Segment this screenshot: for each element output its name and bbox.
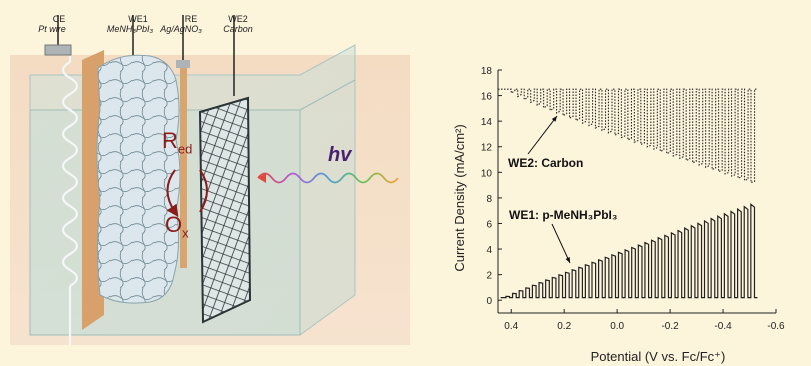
x-tick-label: -0.6	[767, 321, 785, 332]
label-re-material: Ag/AgNO₃	[160, 24, 202, 34]
annotation-we1: WE1: p-MeNH₃PbI₃	[509, 208, 618, 222]
y-tick-label: 8	[486, 194, 492, 205]
redox-red-main: R	[162, 128, 178, 153]
light-label: hv	[328, 144, 352, 166]
label-we1: WE1 MeNH₃PbI₃	[95, 14, 165, 34]
electrochemical-cell-illustration	[10, 15, 410, 345]
ce-clamp	[44, 44, 72, 56]
label-ce-code: CE	[52, 14, 66, 24]
y-tick-label: 2	[486, 271, 492, 282]
label-we1-material: MeNH₃PbI₃	[106, 24, 154, 34]
chart-ylabel: Current Density (mA/cm²)	[452, 124, 467, 271]
redox-arrow-left	[166, 169, 179, 217]
pt-wire-coil	[61, 56, 79, 345]
label-ce: CE Pt wire	[38, 14, 70, 34]
x-tick-label: 0.0	[610, 321, 624, 332]
chart-background	[420, 55, 811, 366]
chart-xlabel: Potential (V vs. Fc/Fc⁺)	[591, 349, 726, 364]
annotation-we2-arrow	[527, 115, 558, 155]
y-tick-label: 0	[486, 296, 492, 307]
light-arrowhead	[258, 173, 266, 183]
y-tick-label: 10	[481, 168, 493, 179]
redox-ox-label: Ox	[165, 212, 189, 240]
annotation-we1-arrow	[551, 223, 571, 264]
redox-red-sub: ed	[177, 141, 193, 157]
cell-edge	[299, 79, 356, 111]
label-we1-code: WE1	[128, 14, 148, 24]
redox-red-label: Red	[162, 128, 192, 156]
annotation-we2-arrow-head	[551, 116, 557, 122]
label-ce-material: Pt wire	[38, 24, 66, 34]
series-we2-carbon-line	[498, 88, 758, 184]
x-tick-label: -0.2	[661, 321, 679, 332]
label-we2: WE2 Carbon	[220, 14, 256, 34]
label-re: RE Ag/AgNO₃	[160, 14, 206, 34]
x-tick-label: -0.4	[714, 321, 732, 332]
annotation-we2: WE2: Carbon	[508, 156, 584, 170]
redox-arrow-right	[199, 169, 208, 213]
y-tick-label: 4	[486, 245, 492, 256]
annotation-we1-arrow-head	[565, 257, 570, 263]
series-we1-perovskite-line	[500, 203, 758, 299]
label-we2-code: WE2	[228, 14, 248, 24]
redox-ox-sub: x	[182, 225, 189, 241]
y-tick-label: 12	[481, 143, 493, 154]
y-tick-label: 6	[486, 219, 492, 230]
we2-carbon-mesh	[198, 96, 252, 324]
y-tick-label: 16	[481, 92, 493, 103]
x-tick-label: 0.4	[504, 321, 518, 332]
x-tick-label: 0.2	[557, 321, 571, 332]
label-re-code: RE	[184, 14, 198, 24]
y-tick-label: 18	[481, 66, 493, 77]
re-tube	[180, 68, 187, 268]
light-wave	[257, 172, 399, 184]
redox-ox-main: O	[165, 212, 183, 237]
label-we2-material: Carbon	[223, 24, 253, 34]
re-cap	[176, 60, 190, 68]
y-tick-label: 14	[481, 117, 493, 128]
we1-perovskite-film	[96, 54, 181, 304]
